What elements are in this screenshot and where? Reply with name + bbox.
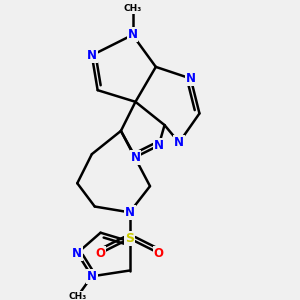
Text: N: N xyxy=(87,49,97,62)
Text: O: O xyxy=(154,247,164,260)
Text: N: N xyxy=(174,136,184,149)
Text: CH₃: CH₃ xyxy=(68,292,86,300)
Text: N: N xyxy=(72,247,82,260)
Text: N: N xyxy=(186,72,196,85)
Text: S: S xyxy=(125,232,134,245)
Text: N: N xyxy=(124,206,135,219)
Text: N: N xyxy=(130,151,140,164)
Text: N: N xyxy=(87,270,97,283)
Text: N: N xyxy=(154,139,164,152)
Text: O: O xyxy=(96,247,106,260)
Text: N: N xyxy=(128,28,137,41)
Text: CH₃: CH₃ xyxy=(123,4,142,13)
